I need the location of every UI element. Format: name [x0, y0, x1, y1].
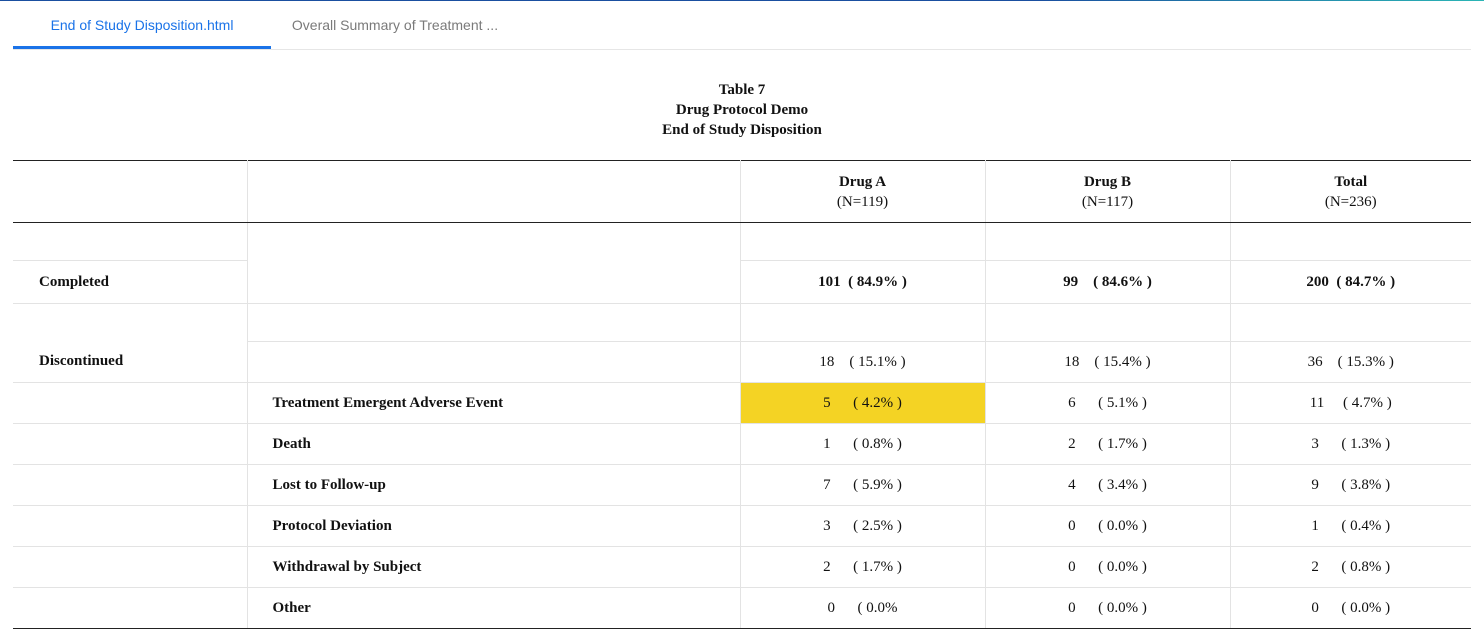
reason-label: Treatment Emergent Adverse Event	[246, 382, 741, 424]
cell-total: 36 ( 15.3% )	[1229, 341, 1471, 383]
table-number: Table 7	[718, 82, 766, 98]
col-n: (N=236)	[1324, 193, 1377, 210]
cell-total: 2 ( 0.8% )	[1229, 546, 1471, 588]
cell-total: 11 ( 4.7% )	[1229, 382, 1471, 424]
cell-total: 0 ( 0.0% )	[1229, 587, 1471, 629]
col-name: Drug B	[1083, 173, 1132, 190]
cell-total: 200 ( 84.7% )	[1229, 260, 1471, 304]
tab-end-of-study-disposition[interactable]: End of Study Disposition.html	[13, 1, 271, 49]
spacer-row	[13, 222, 1471, 261]
reason-row: Treatment Emergent Adverse Event 5 ( 4.2…	[13, 382, 1471, 424]
disposition-table: Drug A (N=119) Drug B (N=117) Total (N=236)…	[13, 160, 1471, 629]
col-n: (N=119)	[836, 193, 889, 210]
cell-drug-b: 18 ( 15.4% )	[984, 341, 1231, 383]
header-total: Total (N=236)	[1229, 160, 1471, 223]
header-empty-2	[246, 160, 741, 223]
reason-label: Death	[246, 423, 741, 465]
reason-row: Other 0 ( 0.0% 0 ( 0.0% ) 0 ( 0.0% )	[13, 587, 1471, 629]
cell-drug-a: 0 ( 0.0%	[739, 587, 986, 629]
col-n: (N=117)	[1081, 193, 1134, 210]
cell-drug-b: 99 ( 84.6% )	[984, 260, 1231, 304]
cell-drug-a: 2 ( 1.7% )	[739, 546, 986, 588]
cell-drug-a: 18 ( 15.1% )	[739, 341, 986, 383]
row-label: Completed	[13, 260, 248, 304]
cell-total: 9 ( 3.8% )	[1229, 464, 1471, 506]
header-empty-1	[13, 160, 248, 223]
cell-drug-b: 0 ( 0.0% )	[984, 587, 1231, 629]
cell-drug-a: 101 ( 84.9% )	[739, 260, 986, 304]
cell-total: 3 ( 1.3% )	[1229, 423, 1471, 465]
cell-drug-b: 6 ( 5.1% )	[984, 382, 1231, 424]
cell-drug-a: 3 ( 2.5% )	[739, 505, 986, 547]
protocol-title: Drug Protocol Demo	[675, 102, 809, 118]
header-drug-b: Drug B (N=117)	[984, 160, 1231, 223]
reason-row: Death 1 ( 0.8% ) 2 ( 1.7% ) 3 ( 1.3% )	[13, 423, 1471, 465]
reason-label: Protocol Deviation	[246, 505, 741, 547]
tab-overall-summary[interactable]: Overall Summary of Treatment ...	[291, 17, 499, 33]
col-name: Total	[1334, 173, 1368, 190]
reason-label: Withdrawal by Subject	[246, 546, 741, 588]
reason-row: Withdrawal by Subject 2 ( 1.7% ) 0 ( 0.0…	[13, 546, 1471, 588]
col-name: Drug A	[838, 173, 887, 190]
cell-drug-b: 4 ( 3.4% )	[984, 464, 1231, 506]
header-drug-a: Drug A (N=119)	[739, 160, 986, 223]
discontinued-row: Discontinued 18 ( 15.1% ) 18 ( 15.4% ) 3…	[13, 341, 1471, 383]
cell-drug-a: 1 ( 0.8% )	[739, 423, 986, 465]
reason-label: Other	[246, 587, 741, 629]
cell-drug-b: 2 ( 1.7% )	[984, 423, 1231, 465]
reason-row: Lost to Follow-up 7 ( 5.9% ) 4 ( 3.4% ) …	[13, 464, 1471, 506]
reason-label: Lost to Follow-up	[246, 464, 741, 506]
cell-drug-b: 0 ( 0.0% )	[984, 546, 1231, 588]
completed-row: Completed 101 ( 84.9% ) 99 ( 84.6% ) 200…	[13, 260, 1471, 304]
top-accent-line	[0, 0, 1484, 1]
cell-total: 1 ( 0.4% )	[1229, 505, 1471, 547]
cell-drug-b: 0 ( 0.0% )	[984, 505, 1231, 547]
cell-drug-a: 7 ( 5.9% )	[739, 464, 986, 506]
row-label: Discontinued	[13, 341, 248, 383]
spacer-row	[13, 303, 1471, 342]
header-row: Drug A (N=119) Drug B (N=117) Total (N=236)	[13, 160, 1471, 223]
reason-row: Protocol Deviation 3 ( 2.5% ) 0 ( 0.0% )…	[13, 505, 1471, 547]
tab-bar: End of Study Disposition.html Overall Su…	[13, 1, 1471, 50]
cell-drug-a-highlighted[interactable]: 5 ( 4.2% )	[739, 382, 986, 424]
table-title: End of Study Disposition	[662, 122, 822, 138]
